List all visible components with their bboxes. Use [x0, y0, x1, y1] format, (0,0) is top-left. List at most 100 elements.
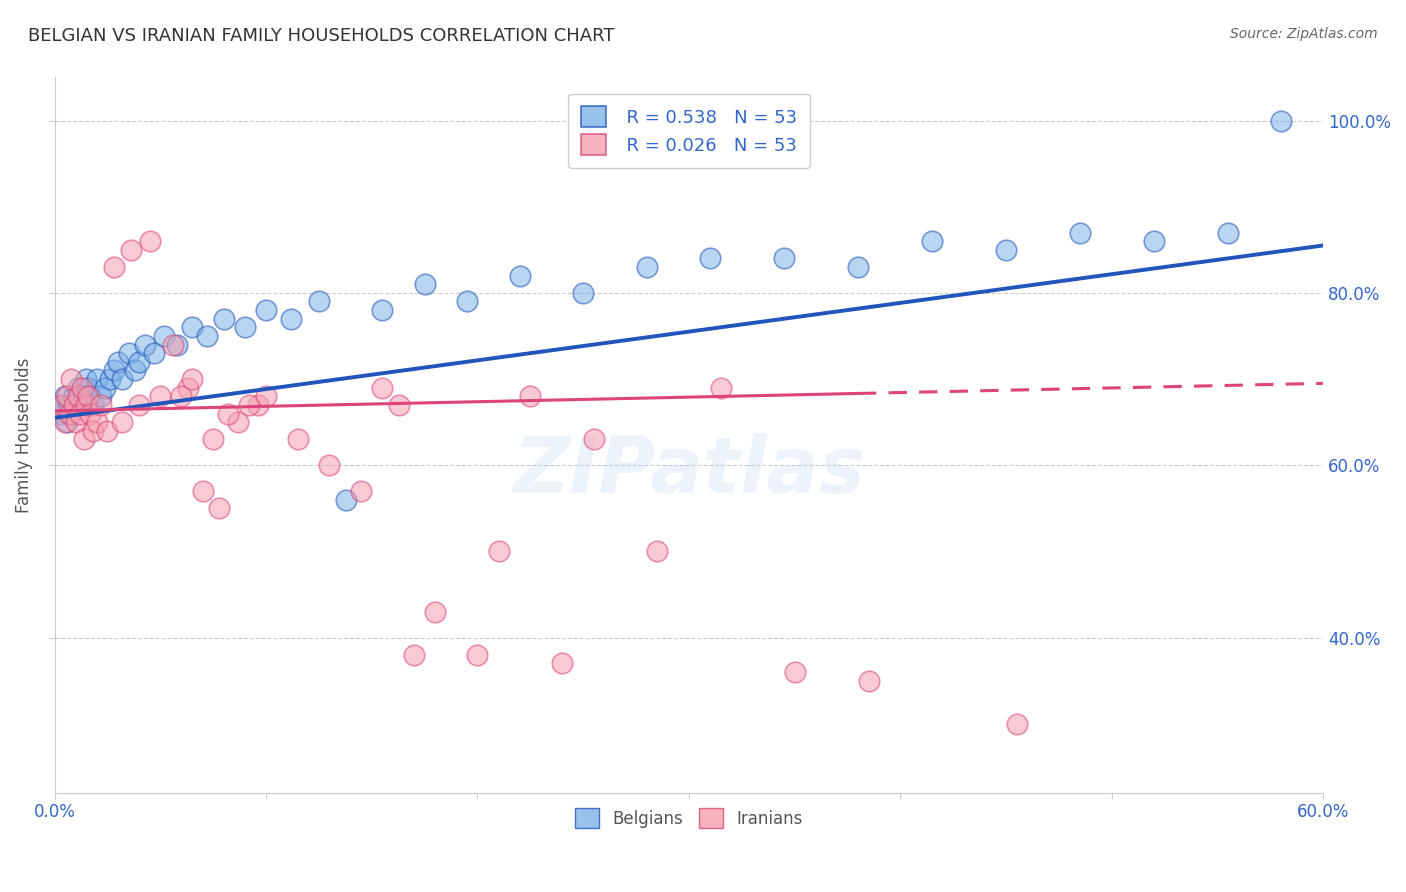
Point — [77, 381, 100, 395]
Point — [318, 458, 340, 473]
Point — [208, 501, 231, 516]
Point — [228, 415, 250, 429]
Point — [134, 337, 156, 351]
Point — [519, 389, 541, 403]
Point — [1216, 226, 1239, 240]
Point — [49, 407, 72, 421]
Point — [181, 320, 204, 334]
Point — [488, 544, 510, 558]
Point — [287, 433, 309, 447]
Point — [70, 381, 93, 395]
Point — [128, 355, 150, 369]
Point — [86, 415, 108, 429]
Point — [254, 303, 277, 318]
Point — [117, 346, 139, 360]
Point — [70, 398, 93, 412]
Point — [107, 355, 129, 369]
Point — [308, 294, 330, 309]
Point — [69, 389, 91, 403]
Text: ZIPatlas: ZIPatlas — [513, 433, 865, 508]
Point — [233, 320, 256, 334]
Point — [162, 337, 184, 351]
Point — [572, 285, 595, 300]
Point — [636, 260, 658, 274]
Point — [128, 398, 150, 412]
Point — [1069, 226, 1091, 240]
Point — [62, 398, 84, 412]
Point — [153, 329, 176, 343]
Point — [58, 398, 80, 412]
Text: BELGIAN VS IRANIAN FAMILY HOUSEHOLDS CORRELATION CHART: BELGIAN VS IRANIAN FAMILY HOUSEHOLDS COR… — [28, 27, 614, 45]
Point — [783, 665, 806, 679]
Point — [423, 605, 446, 619]
Point — [280, 311, 302, 326]
Point — [90, 398, 112, 412]
Point — [582, 433, 605, 447]
Point — [212, 311, 235, 326]
Point — [1143, 234, 1166, 248]
Point — [73, 433, 96, 447]
Point — [921, 234, 943, 248]
Point — [120, 243, 142, 257]
Point — [509, 268, 531, 283]
Point — [202, 433, 225, 447]
Y-axis label: Family Households: Family Households — [15, 358, 32, 513]
Point — [191, 484, 214, 499]
Point — [98, 372, 121, 386]
Point — [246, 398, 269, 412]
Point — [413, 277, 436, 292]
Point — [350, 484, 373, 499]
Point — [94, 381, 117, 395]
Point — [456, 294, 478, 309]
Point — [111, 415, 134, 429]
Point — [66, 389, 89, 403]
Point — [551, 657, 574, 671]
Point — [56, 389, 79, 403]
Point — [371, 303, 394, 318]
Text: Source: ZipAtlas.com: Source: ZipAtlas.com — [1230, 27, 1378, 41]
Point — [388, 398, 411, 412]
Point — [52, 398, 75, 412]
Point — [49, 398, 72, 412]
Point — [1270, 113, 1292, 128]
Point — [467, 648, 489, 662]
Point — [181, 372, 204, 386]
Point — [1005, 716, 1028, 731]
Point — [217, 407, 239, 421]
Point — [994, 243, 1017, 257]
Point — [170, 389, 193, 403]
Point — [77, 389, 100, 403]
Point — [56, 415, 79, 429]
Point — [238, 398, 260, 412]
Point — [62, 389, 84, 403]
Point — [402, 648, 425, 662]
Point — [60, 407, 83, 421]
Point — [195, 329, 218, 343]
Point — [709, 381, 731, 395]
Point — [335, 492, 357, 507]
Point — [90, 389, 112, 403]
Point — [79, 407, 101, 421]
Point — [79, 389, 101, 403]
Point — [177, 381, 200, 395]
Point — [103, 363, 125, 377]
Point — [138, 234, 160, 248]
Point — [645, 544, 668, 558]
Point — [142, 346, 165, 360]
Point — [82, 398, 104, 412]
Point — [75, 398, 97, 412]
Point — [65, 398, 87, 412]
Point — [371, 381, 394, 395]
Point — [66, 381, 89, 395]
Point — [254, 389, 277, 403]
Point — [73, 389, 96, 403]
Point — [53, 389, 76, 403]
Point — [60, 372, 83, 386]
Point — [69, 407, 91, 421]
Point — [846, 260, 869, 274]
Point — [65, 415, 87, 429]
Point — [82, 424, 104, 438]
Point — [96, 424, 118, 438]
Point — [858, 673, 880, 688]
Point — [111, 372, 134, 386]
